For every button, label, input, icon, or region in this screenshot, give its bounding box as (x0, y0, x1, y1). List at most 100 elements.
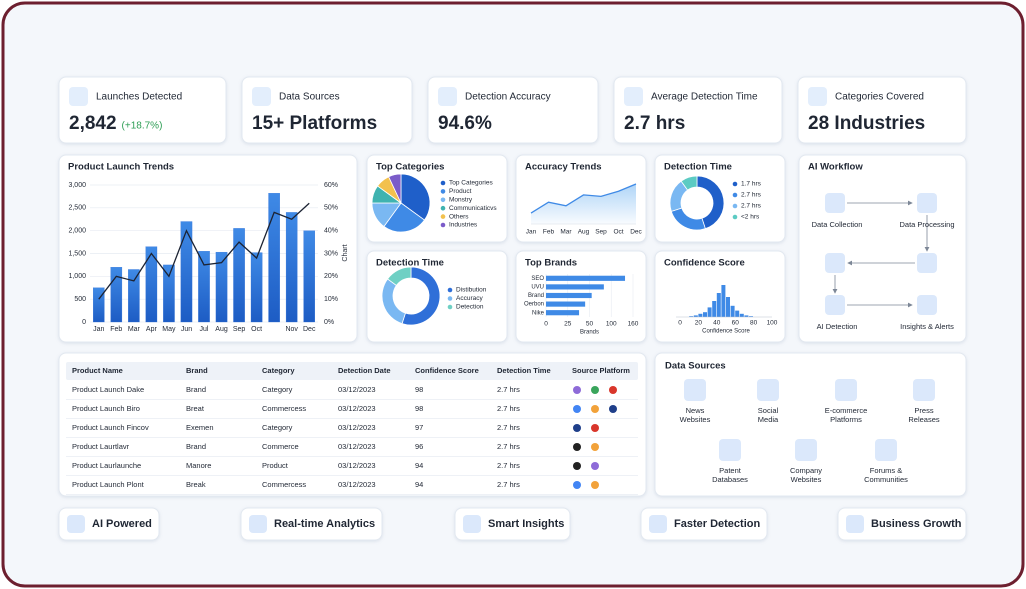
card (837, 507, 967, 541)
legend-label: Detection (456, 304, 484, 311)
card (613, 76, 783, 144)
table-cell: 2.7 hrs (497, 404, 520, 413)
chart-title: Detection Time (376, 258, 444, 269)
histogram-bar (726, 297, 730, 317)
bar (233, 228, 245, 323)
legend-label: Communicaticvs (449, 205, 497, 212)
table-cell: Brand (186, 385, 206, 394)
table-cell: Brand (186, 442, 206, 451)
histogram-bar (735, 310, 740, 317)
icon (835, 379, 857, 401)
legend-dot (440, 205, 446, 211)
trend-line (98, 202, 310, 300)
table-cell: 94 (415, 480, 423, 489)
chart-title: Detection Time (664, 162, 732, 173)
table-cell: 03/12/2023 (338, 385, 376, 394)
x-tick-label: Sep (595, 229, 607, 236)
x-tick-label: Nov (285, 326, 298, 333)
histogram-bar (744, 315, 749, 317)
x-tick-label: 100 (606, 321, 617, 328)
x-tick-label: Mar (560, 229, 572, 236)
table-header: Brand (186, 366, 208, 375)
y-tick-label: Oerbon (524, 302, 544, 308)
bar (546, 275, 626, 281)
bar (250, 252, 263, 323)
bar (303, 230, 315, 323)
y-tick-label: UVU (531, 284, 544, 290)
table-header-bg (66, 362, 638, 380)
table-cell: 03/12/2023 (338, 423, 376, 432)
source-label: Press (914, 406, 933, 415)
table-header: Product Name (72, 366, 123, 375)
chart-title: Top Brands (525, 258, 577, 269)
icon (846, 515, 864, 533)
legend-dot (440, 197, 446, 203)
kpi-label: Detection Accuracy (465, 92, 551, 103)
table-cell: 03/12/2023 (338, 404, 376, 413)
pie-slice (400, 173, 431, 221)
legend-dot (447, 287, 453, 293)
bar (546, 292, 592, 299)
x-tick-label: 50 (586, 321, 594, 328)
x-tick-label: 80 (750, 320, 758, 327)
icon (917, 295, 937, 315)
x-tick-label: 0 (544, 321, 548, 328)
histogram-bar (721, 285, 726, 317)
table-cell: 94 (415, 461, 423, 470)
y2-tick-label: 10% (324, 296, 338, 303)
legend-label: Monstry (449, 197, 473, 204)
kpi-label: Launches Detected (96, 92, 182, 103)
source-label: Databases (712, 475, 748, 484)
chart-title: Product Launch Trends (68, 162, 174, 173)
histogram-bar (749, 316, 753, 317)
feature-label: Real-time Analytics (274, 518, 375, 530)
table-cell: Product Laurtlavr (72, 442, 130, 451)
table-cell: Product Laurlaunche (72, 461, 141, 470)
table-cell: Exemen (186, 423, 214, 432)
platform-icon (591, 405, 599, 413)
card (58, 507, 160, 541)
icon (825, 253, 845, 273)
legend-dot (440, 189, 446, 194)
source-label: Forums & (870, 466, 903, 475)
x-axis-label: Brands (580, 330, 599, 336)
histogram-bar (730, 305, 735, 317)
table-cell: Category (262, 385, 293, 394)
icon (875, 439, 897, 461)
feature-label: Faster Detection (674, 518, 760, 530)
table-cell: 97 (415, 423, 423, 432)
legend-dot (447, 296, 453, 301)
bar (198, 251, 210, 323)
icon (684, 379, 706, 401)
x-tick-label: Feb (110, 326, 122, 333)
bar (128, 269, 140, 323)
x-tick-label: Feb (543, 229, 555, 236)
table-cell: Product Launch Dake (72, 385, 144, 394)
y-tick-label: 3,000 (68, 182, 86, 189)
table-header: Confidence Score (415, 366, 479, 375)
y2-tick-label: 20% (324, 273, 338, 280)
bar (110, 267, 123, 323)
icon (69, 87, 88, 106)
icon (917, 193, 937, 213)
feature-label: AI Powered (92, 518, 152, 530)
kpi-value: 28 Industries (808, 113, 925, 134)
table-cell: Break (186, 480, 206, 489)
workflow-title: AI Workflow (808, 162, 863, 173)
y-tick-label: 1,000 (68, 273, 86, 280)
icon (913, 379, 935, 401)
source-label: Communities (864, 475, 908, 484)
chart-title: Top Categories (376, 162, 444, 173)
bar (93, 287, 105, 323)
icon (463, 515, 481, 533)
table-cell: 96 (415, 442, 423, 451)
table-cell: 03/12/2023 (338, 461, 376, 470)
table-cell: Commercess (262, 404, 306, 413)
table-cell: 2.7 hrs (497, 423, 520, 432)
workflow-node: Data Processing (899, 220, 954, 229)
x-tick-label: Mar (128, 326, 141, 333)
card (454, 507, 571, 541)
card (241, 76, 413, 144)
table-cell: Product Launch Plont (72, 480, 145, 489)
